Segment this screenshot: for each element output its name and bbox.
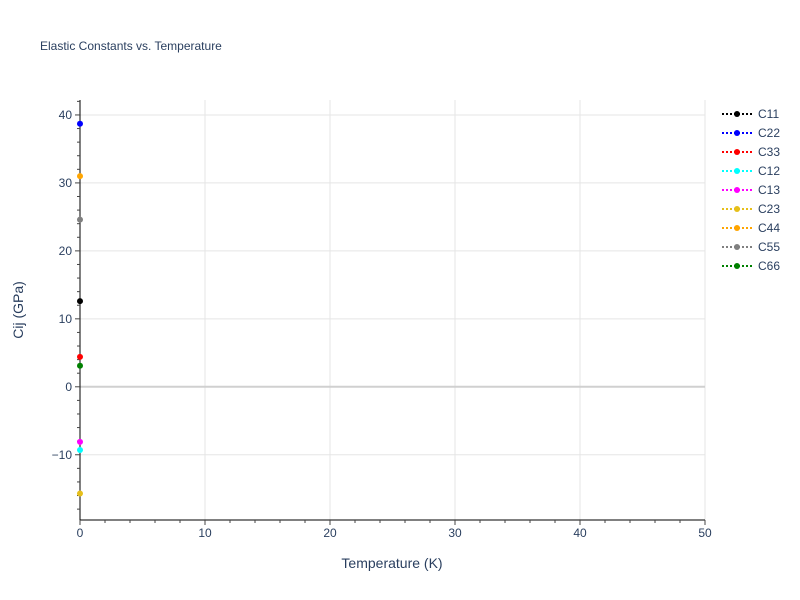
data-point-c55 xyxy=(77,216,83,223)
legend-marker xyxy=(734,111,740,117)
x-tick-label: 0 xyxy=(77,526,84,540)
y-tick-label: 10 xyxy=(59,312,73,326)
legend-item-c22[interactable]: C22 xyxy=(722,126,780,140)
data-point-c11 xyxy=(77,298,83,305)
legend-label: C66 xyxy=(758,259,780,273)
legend-marker xyxy=(734,149,740,155)
legend-label: C11 xyxy=(758,107,779,121)
legend-label: C44 xyxy=(758,221,780,235)
data-point-c66 xyxy=(77,362,83,369)
legend-item-c33[interactable]: C33 xyxy=(722,145,780,159)
legend-item-c13[interactable]: C13 xyxy=(722,183,780,197)
legend-marker xyxy=(734,168,740,174)
legend-label: C12 xyxy=(758,164,780,178)
legend-item-c55[interactable]: C55 xyxy=(722,240,780,254)
legend-label: C33 xyxy=(758,145,780,159)
legend-label: C23 xyxy=(758,202,780,216)
legend-marker xyxy=(734,225,740,231)
x-tick-label: 50 xyxy=(698,526,712,540)
legend-item-c44[interactable]: C44 xyxy=(722,221,780,235)
legend-item-c11[interactable]: C11 xyxy=(722,107,779,121)
x-tick-label: 30 xyxy=(448,526,462,540)
legend-marker xyxy=(734,130,740,136)
legend-item-c23[interactable]: C23 xyxy=(722,202,780,216)
y-tick-label: 0 xyxy=(65,380,72,394)
legend-marker xyxy=(734,187,740,193)
y-tick-label: 20 xyxy=(59,244,73,258)
legend-label: C22 xyxy=(758,126,780,140)
chart-title: Elastic Constants vs. Temperature xyxy=(40,39,222,53)
y-tick-label: 40 xyxy=(59,108,73,122)
data-point-c22 xyxy=(77,120,83,127)
legend-marker xyxy=(734,206,740,212)
legend-marker xyxy=(734,244,740,250)
data-point-c44 xyxy=(77,173,83,180)
legend-item-c66[interactable]: C66 xyxy=(722,259,780,273)
legend-label: C13 xyxy=(758,183,780,197)
y-tick-label: −10 xyxy=(52,448,73,462)
data-point-c33 xyxy=(77,353,83,360)
legend-item-c12[interactable]: C12 xyxy=(722,164,780,178)
legend-label: C55 xyxy=(758,240,780,254)
y-axis-label: Cij (GPa) xyxy=(10,281,26,339)
x-tick-label: 10 xyxy=(198,526,212,540)
legend-marker xyxy=(734,263,740,269)
data-point-c13 xyxy=(77,438,83,445)
data-point-c12 xyxy=(77,447,83,453)
x-axis-label: Temperature (K) xyxy=(341,555,442,571)
x-tick-label: 20 xyxy=(323,526,337,540)
y-tick-label: 30 xyxy=(59,176,73,190)
x-tick-label: 40 xyxy=(573,526,587,540)
data-point-c23 xyxy=(77,490,83,497)
